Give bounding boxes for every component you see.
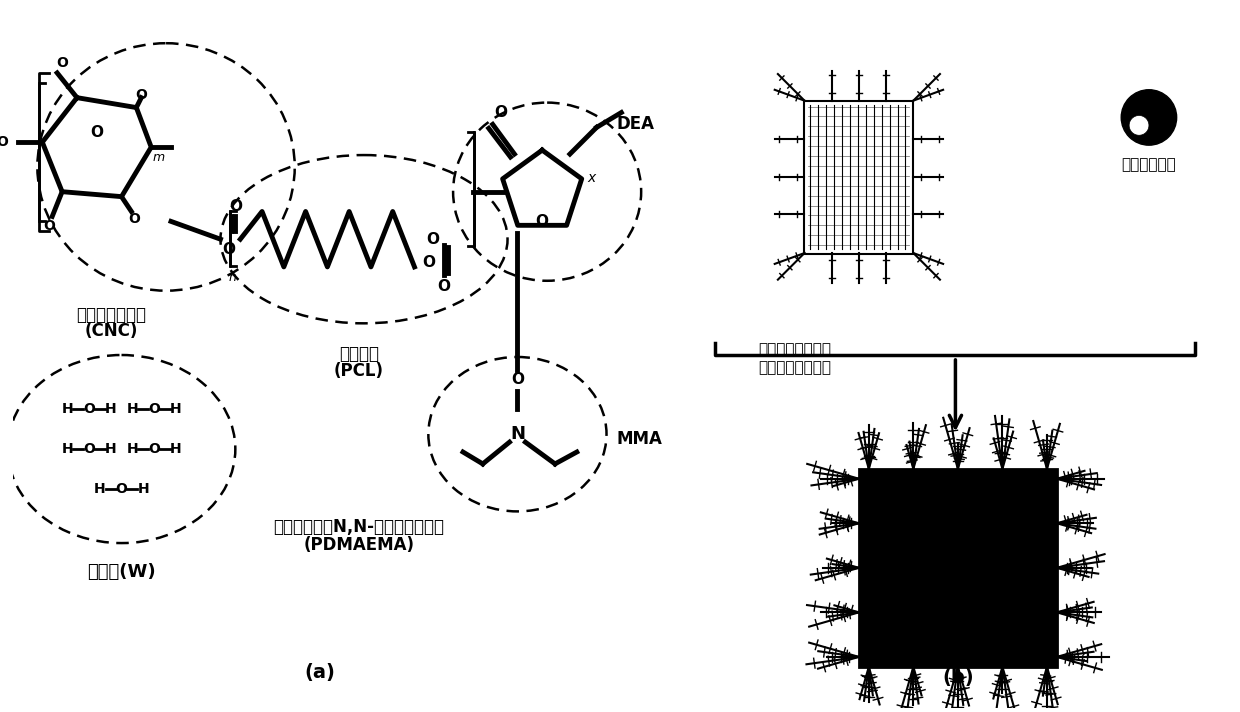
Text: H: H xyxy=(61,402,73,417)
Text: H: H xyxy=(105,402,117,417)
Text: 聚己内酯: 聚己内酯 xyxy=(339,345,379,363)
Text: H: H xyxy=(105,442,117,456)
Text: H: H xyxy=(126,442,138,456)
Text: N: N xyxy=(510,425,525,443)
Text: O: O xyxy=(83,402,94,417)
Text: O: O xyxy=(56,56,68,70)
Text: H: H xyxy=(170,402,182,417)
Text: 合物刷粗粒化分子: 合物刷粗粒化分子 xyxy=(758,360,831,375)
Text: O: O xyxy=(43,219,56,234)
Text: O: O xyxy=(149,442,160,456)
Text: DEA: DEA xyxy=(616,115,655,133)
Text: O: O xyxy=(536,214,548,229)
Text: MMA: MMA xyxy=(616,430,662,448)
Text: H: H xyxy=(94,481,105,496)
Text: O: O xyxy=(222,241,234,256)
Text: (a): (a) xyxy=(304,663,335,681)
Bar xyxy=(805,100,914,254)
Text: O: O xyxy=(83,442,94,456)
Text: 聚甲基丙烯酸N,N-二甲基氨基乙酯: 聚甲基丙烯酸N,N-二甲基氨基乙酯 xyxy=(274,518,445,536)
Text: (CNC): (CNC) xyxy=(84,323,139,340)
Text: H: H xyxy=(138,481,149,496)
Text: O: O xyxy=(129,212,140,226)
Text: 水粗粒化分子: 水粗粒化分子 xyxy=(1121,157,1177,172)
Text: x: x xyxy=(588,171,595,185)
Text: O: O xyxy=(0,135,7,150)
Text: O: O xyxy=(115,481,128,496)
Text: O: O xyxy=(511,372,525,387)
Text: m: m xyxy=(153,150,164,164)
Text: 水分子(W): 水分子(W) xyxy=(87,563,156,581)
Text: O: O xyxy=(229,199,242,214)
Text: H: H xyxy=(170,442,182,456)
Text: 纤维素纳米晶体: 纤维素纳米晶体 xyxy=(77,305,146,323)
Text: n: n xyxy=(228,271,237,284)
Text: (PDMAEMA): (PDMAEMA) xyxy=(304,536,414,554)
Text: (PCL): (PCL) xyxy=(334,362,384,380)
Text: 纤维素纳米晶体聚: 纤维素纳米晶体聚 xyxy=(758,342,831,357)
Text: O: O xyxy=(425,231,439,246)
Text: O: O xyxy=(438,279,450,294)
Text: O: O xyxy=(135,88,148,102)
Text: O: O xyxy=(494,105,507,120)
Text: H: H xyxy=(126,402,138,417)
Text: H: H xyxy=(61,442,73,456)
Text: (b): (b) xyxy=(942,668,973,686)
Circle shape xyxy=(1121,90,1177,145)
Text: O: O xyxy=(422,256,435,271)
Text: O: O xyxy=(149,402,160,417)
Text: O: O xyxy=(91,125,103,140)
Bar xyxy=(859,468,1056,667)
Circle shape xyxy=(1130,115,1149,135)
